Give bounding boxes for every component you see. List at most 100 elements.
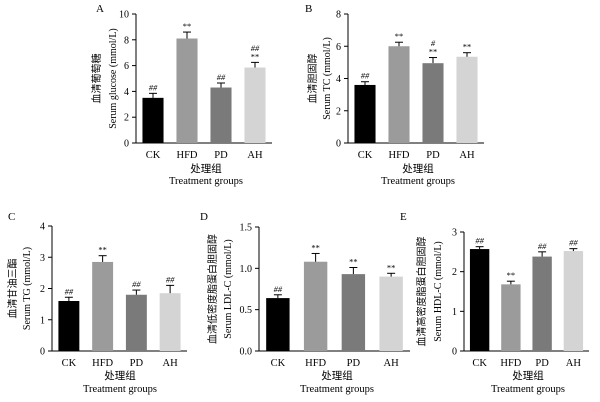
bar-ah xyxy=(244,67,266,143)
panel-letter: D xyxy=(200,211,208,223)
y-tick-label: 8 xyxy=(124,35,129,46)
y-axis-title: Serum HDL-C (mmol/L) xyxy=(433,241,444,342)
x-tick-label: PD xyxy=(535,358,549,369)
bar-ah xyxy=(379,276,403,351)
x-tick-label: AH xyxy=(163,358,179,369)
bar-ck xyxy=(58,301,80,351)
y-tick-label: 2 xyxy=(452,267,457,278)
x-tick-label: PD xyxy=(426,150,440,161)
significance-label: ** xyxy=(429,47,438,57)
bar-ah xyxy=(563,251,584,351)
panel-letter: E xyxy=(400,211,407,223)
bar-hfd xyxy=(388,46,410,143)
significance-label: ** xyxy=(463,42,472,52)
y-tick-label: 6 xyxy=(336,42,341,53)
significance-label: ** xyxy=(395,31,404,41)
x-tick-label: HFD xyxy=(176,150,197,161)
bar-ck xyxy=(266,298,290,351)
y-axis-title-cn: 血清葡萄糖 xyxy=(90,54,103,104)
y-tick-label: 6 xyxy=(124,61,129,72)
y-tick-label: 0 xyxy=(124,139,129,150)
bar-hfd xyxy=(176,38,198,144)
x-axis-title-cn: 处理组 xyxy=(321,369,353,382)
y-axis-title-cn: 血清低密度脂蛋白胆固醇 xyxy=(206,234,219,344)
chart-panel-e: E 0 1 2 3 ## CK ** HFD ## PD ## AH 血清高密度脂蛋白胆固醇 Serum H… xyxy=(400,211,589,395)
bar-ck xyxy=(469,249,490,351)
x-tick-label: HFD xyxy=(305,358,326,369)
x-tick-label: AH xyxy=(384,358,400,369)
chart-panel-d: D 0.0 0.5 1.0 1.5 ## CK ** HFD ** PD ** AH 血清低密度脂蛋白胆固… xyxy=(200,211,410,395)
x-tick-label: HFD xyxy=(388,150,409,161)
x-tick-label: PD xyxy=(347,358,361,369)
significance-label: ** xyxy=(311,242,320,252)
significance-label: # xyxy=(431,38,436,48)
significance-label: ## xyxy=(251,43,260,53)
bar-hfd xyxy=(92,261,114,351)
significance-label: ** xyxy=(98,245,107,255)
bar-ah xyxy=(159,293,181,351)
x-axis-title-cn: 处理组 xyxy=(104,369,136,382)
y-axis-title: Serum TC (mmol/L) xyxy=(322,37,333,120)
bar-hfd xyxy=(303,261,328,351)
chart-panel-c: C 0 1 2 3 4 ## CK ** HFD ## PD ## AH 血清甘油三酯 Serum TG (m… xyxy=(6,211,187,395)
y-tick-label: 0 xyxy=(40,347,45,358)
x-tick-label: CK xyxy=(358,150,373,161)
x-tick-label: PD xyxy=(130,358,144,369)
bar-ah xyxy=(456,56,478,144)
significance-label: ## xyxy=(149,82,158,92)
panel-letter: C xyxy=(8,211,15,223)
significance-label: ** xyxy=(349,257,358,267)
significance-label: ** xyxy=(507,270,516,280)
y-tick-label: 1 xyxy=(452,307,457,318)
significance-label: ## xyxy=(217,72,226,82)
x-tick-label: HFD xyxy=(500,358,521,369)
x-tick-label: CK xyxy=(472,358,487,369)
x-tick-label: AH xyxy=(566,358,582,369)
significance-label: ** xyxy=(251,51,260,61)
y-tick-label: 3 xyxy=(40,253,45,264)
y-tick-label: 2 xyxy=(124,113,129,124)
significance-label: ** xyxy=(183,21,192,31)
x-axis-title-cn: 处理组 xyxy=(512,369,544,382)
y-axis-title-cn: 血清甘油三酯 xyxy=(6,259,19,319)
significance-label: ## xyxy=(361,71,370,81)
significance-label: ## xyxy=(166,274,175,284)
bar-pd xyxy=(341,274,366,351)
y-tick-label: 1.0 xyxy=(240,264,253,275)
significance-label: ## xyxy=(569,238,578,248)
significance-label: ## xyxy=(132,279,141,289)
x-tick-label: CK xyxy=(146,150,161,161)
bar-pd xyxy=(125,294,147,351)
y-axis-title: Serum LDL-C (mmol/L) xyxy=(223,239,234,338)
x-tick-label: AH xyxy=(459,150,475,161)
significance-label: ## xyxy=(274,284,283,294)
x-tick-label: HFD xyxy=(92,358,113,369)
x-axis-title: Treatment groups xyxy=(381,176,455,187)
y-axis-title: Serum TG (mmol/L) xyxy=(22,247,33,330)
significance-label: ## xyxy=(538,241,547,251)
y-tick-label: 4 xyxy=(336,74,341,85)
bar-hfd xyxy=(501,284,521,351)
significance-label: ## xyxy=(475,236,484,246)
x-axis-title-cn: 处理组 xyxy=(402,162,434,175)
x-tick-label: CK xyxy=(62,358,77,369)
x-axis-title: Treatment groups xyxy=(169,176,243,187)
y-tick-label: 2 xyxy=(40,284,45,295)
y-tick-label: 2 xyxy=(336,106,341,117)
significance-label: ** xyxy=(387,262,396,272)
y-tick-label: 10 xyxy=(119,10,129,21)
y-tick-label: 3 xyxy=(452,228,457,239)
y-tick-label: 0.5 xyxy=(240,305,253,316)
x-axis-title: Treatment groups xyxy=(83,384,157,395)
y-axis-title-cn: 血清高密度脂蛋白胆固醇 xyxy=(415,237,428,347)
x-axis-title-cn: 处理组 xyxy=(190,162,222,175)
bar-ck xyxy=(142,97,164,143)
y-axis-title: Serum glucose (mmol/L) xyxy=(108,28,119,129)
bar-pd xyxy=(210,87,232,143)
panel-letter: A xyxy=(96,3,104,15)
x-tick-label: PD xyxy=(214,150,228,161)
x-tick-label: AH xyxy=(247,150,263,161)
